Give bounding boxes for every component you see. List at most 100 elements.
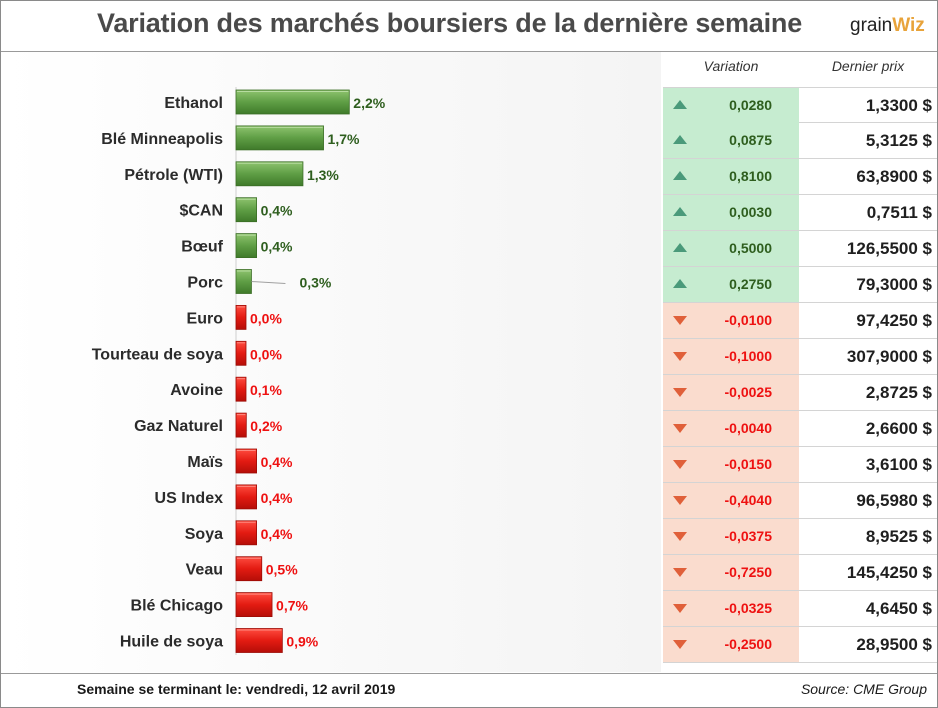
last-price-value: 1,3300 $ xyxy=(865,96,932,115)
bar xyxy=(235,125,324,151)
bar xyxy=(235,89,350,115)
bar xyxy=(235,161,304,187)
table-row: -0,0325 4,6450 $ xyxy=(663,591,937,627)
footer-divider xyxy=(1,673,937,674)
category-label: Pétrole (WTI) xyxy=(124,167,223,184)
category-label: Porc xyxy=(187,275,223,292)
category-label: Huile de soya xyxy=(120,634,223,651)
triangle-up-icon xyxy=(673,243,687,252)
triangle-up-icon xyxy=(673,207,687,216)
triangle-down-icon xyxy=(673,424,687,433)
variation-value: 0,2750 xyxy=(729,276,772,292)
variation-value: 0,0875 xyxy=(729,132,772,148)
bar xyxy=(235,197,258,223)
last-price-value: 79,3000 $ xyxy=(856,275,932,294)
triangle-down-icon xyxy=(673,604,687,613)
variation-cell: -0,1000 xyxy=(663,339,799,374)
category-label: Gaz Naturel xyxy=(134,418,223,435)
variation-cell: 0,2750 xyxy=(663,267,799,302)
variation-value: -0,0025 xyxy=(724,384,772,400)
variation-cell: 0,0280 xyxy=(663,88,799,123)
last-price-value: 2,8725 $ xyxy=(865,383,932,402)
bar xyxy=(235,592,273,617)
variation-value: -0,2500 xyxy=(724,636,772,652)
last-price-value: 126,5500 $ xyxy=(846,239,932,258)
bar xyxy=(235,628,283,653)
variation-cell: 0,0875 xyxy=(663,123,799,158)
variation-column-header: Variation xyxy=(703,58,759,74)
table-row: -0,0150 3,6100 $ xyxy=(663,447,937,483)
variation-cell: -0,0040 xyxy=(663,411,799,446)
bar-value-label: 0,4% xyxy=(261,203,293,219)
bar xyxy=(235,304,247,330)
triangle-up-icon xyxy=(673,279,687,288)
bar-value-label: 0,9% xyxy=(286,634,318,650)
data-label-leader xyxy=(251,281,286,284)
variation-value: -0,0325 xyxy=(724,600,772,616)
last-price-value: 145,4250 $ xyxy=(846,563,932,582)
variation-cell: 0,0030 xyxy=(663,195,799,230)
triangle-up-icon xyxy=(673,135,687,144)
table-row: 0,0280 1,3300 $ xyxy=(663,87,937,123)
bar-value-label: 0,0% xyxy=(250,346,282,362)
table-row: -0,2500 28,9500 $ xyxy=(663,627,937,663)
triangle-down-icon xyxy=(673,352,687,361)
last-price-value: 2,6600 $ xyxy=(865,419,932,438)
last-price-value: 5,3125 $ xyxy=(865,131,932,150)
logo-accent-text: Wiz xyxy=(892,15,925,36)
variation-cell: -0,4040 xyxy=(663,483,799,518)
chart-area xyxy=(1,52,661,672)
bar xyxy=(235,448,258,474)
last-price-value: 8,9525 $ xyxy=(865,527,932,546)
bar-value-label: 0,0% xyxy=(250,310,282,326)
logo-main-text: grain xyxy=(850,15,893,36)
last-price-value: 96,5980 $ xyxy=(856,491,932,510)
bars-layer: Ethanol 2,2% Blé Minneapolis 1,7% Pétrole (W… xyxy=(92,87,386,655)
bar-value-label: 0,4% xyxy=(261,526,293,542)
category-label: Euro xyxy=(187,310,224,327)
triangle-up-icon xyxy=(673,100,687,109)
variation-value: -0,0040 xyxy=(724,420,772,436)
table-row: -0,0100 97,4250 $ xyxy=(663,303,937,339)
variation-cell: -0,0375 xyxy=(663,519,799,554)
category-label: Tourteau de soya xyxy=(92,346,223,363)
table-row: -0,1000 307,9000 $ xyxy=(663,339,937,375)
bar xyxy=(235,376,247,402)
table-row: -0,7250 145,4250 $ xyxy=(663,555,937,591)
table-row: 0,5000 126,5500 $ xyxy=(663,231,937,267)
category-label: Maïs xyxy=(187,454,223,471)
bar xyxy=(235,269,252,294)
bar-value-label: 2,2% xyxy=(353,95,385,111)
triangle-down-icon xyxy=(673,568,687,577)
bar-value-label: 0,7% xyxy=(276,598,308,614)
variation-cell: -0,2500 xyxy=(663,627,799,662)
variation-value: -0,7250 xyxy=(724,564,772,580)
category-label: $CAN xyxy=(179,203,223,220)
price-table: 0,0280 1,3300 $ 0,0875 5,3125 $ 0,8100 63,890… xyxy=(663,87,937,663)
bar xyxy=(235,484,258,510)
triangle-up-icon xyxy=(673,171,687,180)
triangle-down-icon xyxy=(673,316,687,325)
bar xyxy=(235,340,247,366)
category-label: US Index xyxy=(155,490,224,507)
table-row: 0,2750 79,3000 $ xyxy=(663,267,937,303)
category-label: Ethanol xyxy=(164,95,223,112)
variation-value: 0,5000 xyxy=(729,240,772,256)
variation-value: -0,1000 xyxy=(724,348,772,364)
bar-value-label: 0,1% xyxy=(250,382,282,398)
last-price-value: 4,6450 $ xyxy=(865,599,932,618)
category-label: Blé Minneapolis xyxy=(101,131,223,148)
bar-chart: Ethanol 2,2% Blé Minneapolis 1,7% Pétrole (W… xyxy=(92,87,386,655)
table-row: -0,4040 96,5980 $ xyxy=(663,483,937,519)
triangle-down-icon xyxy=(673,496,687,505)
bar-value-label: 0,4% xyxy=(261,490,293,506)
category-label: Bœuf xyxy=(181,239,223,256)
last-price-value: 307,9000 $ xyxy=(846,347,932,366)
bar xyxy=(235,556,263,582)
category-label: Veau xyxy=(186,562,223,579)
bar-value-label: 1,3% xyxy=(307,167,339,183)
bar-value-label: 0,2% xyxy=(250,418,282,434)
last-price-value: 28,9500 $ xyxy=(856,635,932,654)
bar-value-label: 0,4% xyxy=(261,239,293,255)
